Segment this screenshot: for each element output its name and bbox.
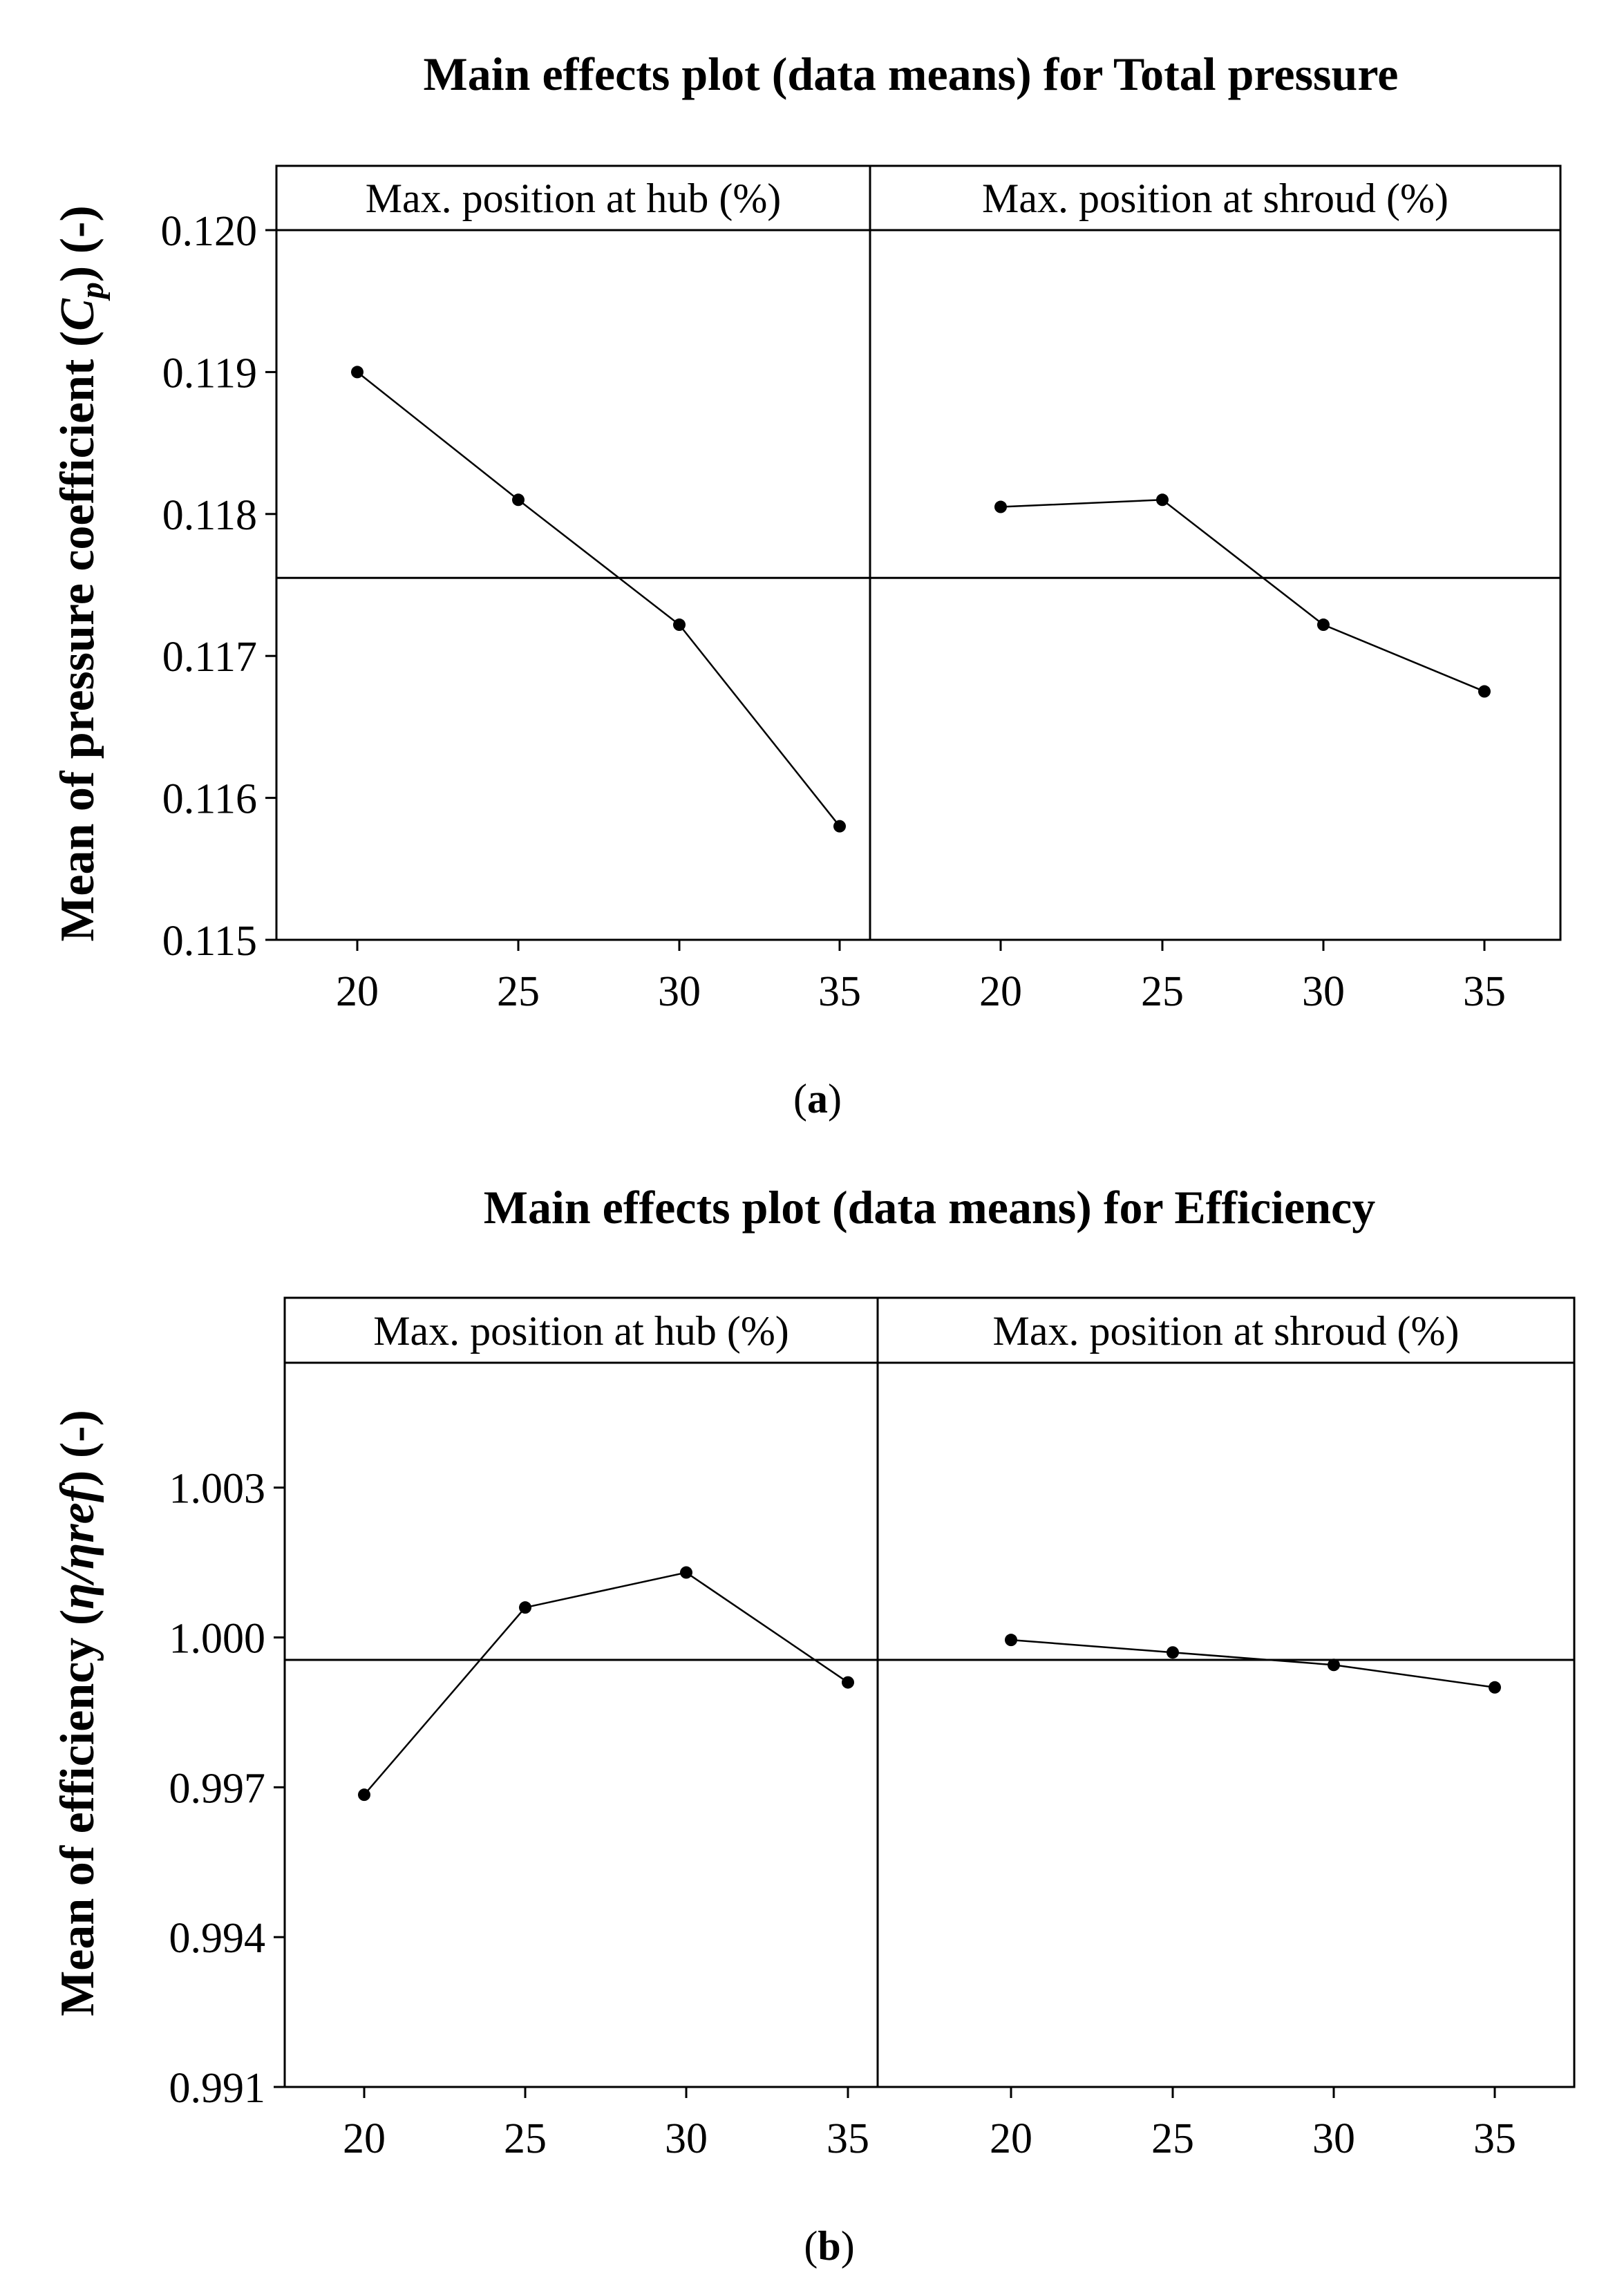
data-point-shroud: [1478, 685, 1491, 698]
y-axis-label-subscript: p: [74, 282, 111, 301]
y-tick-label: 1.000: [169, 1616, 266, 1663]
x-tick-label: 20: [990, 2115, 1032, 2162]
caption-letter: b: [818, 2223, 840, 2269]
series-line-shroud: [1000, 498, 1485, 692]
plot-frame: [275, 164, 1562, 941]
x-tick-label: 20: [343, 2115, 386, 2162]
x-tick-label: 20: [336, 968, 379, 1015]
y-axis-label-suffix: ) (-): [51, 205, 104, 282]
data-point-shroud: [1156, 493, 1169, 507]
data-point-shroud: [1005, 1634, 1017, 1647]
y-tick-label: 0.117: [162, 634, 257, 681]
data-point-shroud: [994, 500, 1007, 513]
y-axis-label-prefix: Mean of pressure coefficient (: [51, 331, 104, 942]
y-axis-label-prefix: Mean of efficiency (: [51, 1609, 104, 2016]
y-tick-label: 0.116: [162, 776, 257, 823]
x-tick-label: 25: [1141, 968, 1184, 1015]
y-tick-label: 0.118: [162, 492, 257, 539]
series-line-shroud: [1010, 1638, 1495, 1689]
chart-a: Main effects plot (data means) for Total…: [51, 48, 1562, 1122]
data-point-hub: [680, 1566, 692, 1579]
x-tick-label: 25: [504, 2115, 547, 2162]
x-tick-label: 35: [1473, 2115, 1516, 2162]
y-axis-label-symbol: C: [51, 298, 104, 331]
data-point-shroud: [1489, 1681, 1501, 1694]
chart-title: Main effects plot (data means) for Total…: [424, 48, 1399, 100]
figure-caption: (a): [793, 1076, 842, 1122]
y-axis-label: Mean of pressure coefficient (Cp) (-): [51, 205, 111, 941]
x-tick-label: 30: [658, 968, 701, 1015]
data-point-hub: [351, 366, 363, 379]
x-tick-label: 35: [1463, 968, 1506, 1015]
y-tick-label: 0.119: [162, 350, 257, 397]
data-point-hub: [519, 1601, 531, 1614]
data-point-hub: [673, 618, 686, 632]
y-tick-label: 0.115: [162, 918, 257, 965]
x-tick-label: 30: [665, 2115, 708, 2162]
y-tick-label: 0.994: [169, 1915, 266, 1962]
y-axis-label: Mean of efficiency (η/ηref) (-): [51, 1410, 104, 2016]
data-point-shroud: [1167, 1646, 1179, 1659]
data-point-hub: [833, 820, 846, 833]
panel-title-shroud: Max. position at shroud (%): [982, 176, 1448, 221]
series-line-hub: [357, 371, 840, 827]
plot-frame: [283, 1296, 1576, 2088]
figure-caption: (b): [804, 2223, 854, 2269]
panel-title-hub: Max. position at hub (%): [373, 1308, 789, 1354]
x-tick-label: 25: [497, 968, 540, 1015]
x-tick-label: 25: [1151, 2115, 1194, 2162]
x-tick-label: 30: [1312, 2115, 1355, 2162]
y-tick-label: 0.991: [169, 2065, 266, 2112]
y-axis-label-symbol: η/ηref: [51, 1482, 104, 1609]
y-tick-label: 1.003: [169, 1466, 266, 1513]
caption-letter: a: [807, 1076, 828, 1122]
panel-title-hub: Max. position at hub (%): [366, 176, 782, 221]
data-point-hub: [842, 1676, 854, 1689]
series-line-hub: [363, 1571, 849, 1796]
panel-title-shroud: Max. position at shroud (%): [993, 1308, 1460, 1354]
chart-b: Main effects plot (data means) for Effic…: [51, 1181, 1576, 2269]
y-axis-label-suffix: ) (-): [51, 1410, 104, 1486]
data-point-shroud: [1317, 618, 1330, 632]
data-point-hub: [512, 493, 525, 507]
x-tick-label: 35: [818, 968, 861, 1015]
y-tick-label: 0.997: [169, 1765, 266, 1812]
x-tick-label: 20: [979, 968, 1022, 1015]
x-tick-label: 35: [827, 2115, 869, 2162]
y-tick-label: 0.120: [161, 208, 258, 255]
data-point-hub: [358, 1788, 370, 1802]
x-tick-label: 30: [1302, 968, 1345, 1015]
data-point-shroud: [1328, 1659, 1340, 1672]
chart-title: Main effects plot (data means) for Effic…: [484, 1181, 1375, 1234]
